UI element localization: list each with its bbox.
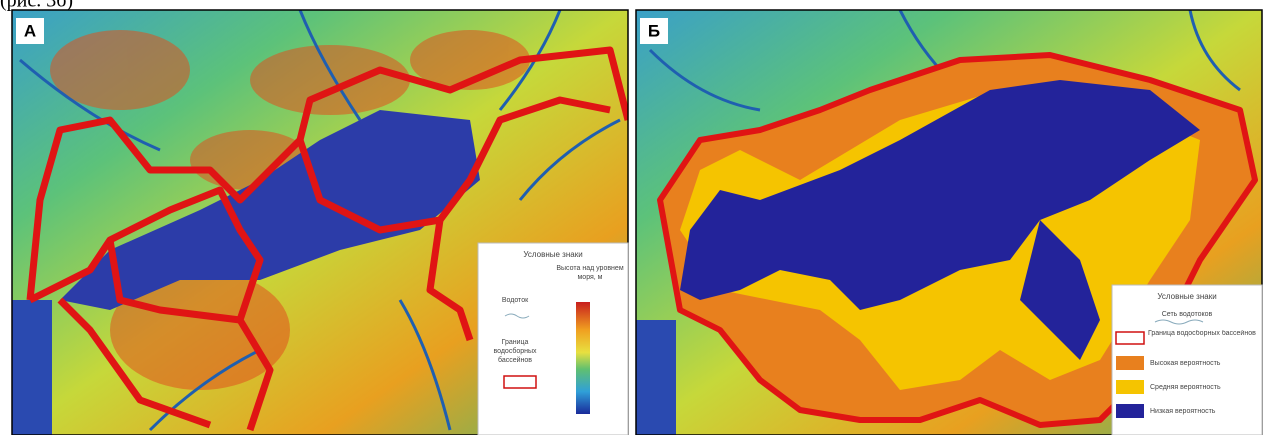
legend-boundary-wrap: Граница водосборных бассейнов <box>1148 330 1260 350</box>
legend-elevation: Высота над уровнем моря, м <box>555 264 625 282</box>
water <box>12 300 52 435</box>
high-symbol <box>1116 356 1144 370</box>
colorbar <box>576 302 590 414</box>
legend-elevation-wrap: Высота над уровнем моря, м <box>555 264 625 296</box>
legend-title: Условные знаки <box>523 250 582 259</box>
figure: (рис. 3б) А Условные знаки Высота на <box>0 0 1266 435</box>
legend-title: Условные знаки <box>1157 292 1216 301</box>
legend-b: Условные знаки Сеть водотоков Граница во… <box>1112 285 1262 435</box>
legend-high: Высокая вероятность <box>1150 360 1221 367</box>
legend-boundary: Граница водосборных бассейнов <box>1148 330 1260 338</box>
legend-stream: Водоток <box>502 297 529 304</box>
panel-label: Б <box>648 21 660 40</box>
medium-symbol <box>1116 380 1144 394</box>
water <box>636 320 676 435</box>
low-symbol <box>1116 404 1144 418</box>
legend-boundary: Граница водосборных бассейнов <box>484 338 546 365</box>
legend-a: Условные знаки Высота над уровнем моря, … <box>478 243 628 435</box>
legend-low: Низкая вероятность <box>1150 408 1216 415</box>
page: {"caption": "(рис. 3б)", "panel_a": {"la… <box>0 0 1266 435</box>
legend-streams: Сеть водотоков <box>1162 311 1213 318</box>
legend-medium: Средняя вероятность <box>1150 384 1221 391</box>
panel-label: А <box>24 21 36 40</box>
legend-boundary-wrap: Граница водосборных бассейнов <box>484 338 546 372</box>
